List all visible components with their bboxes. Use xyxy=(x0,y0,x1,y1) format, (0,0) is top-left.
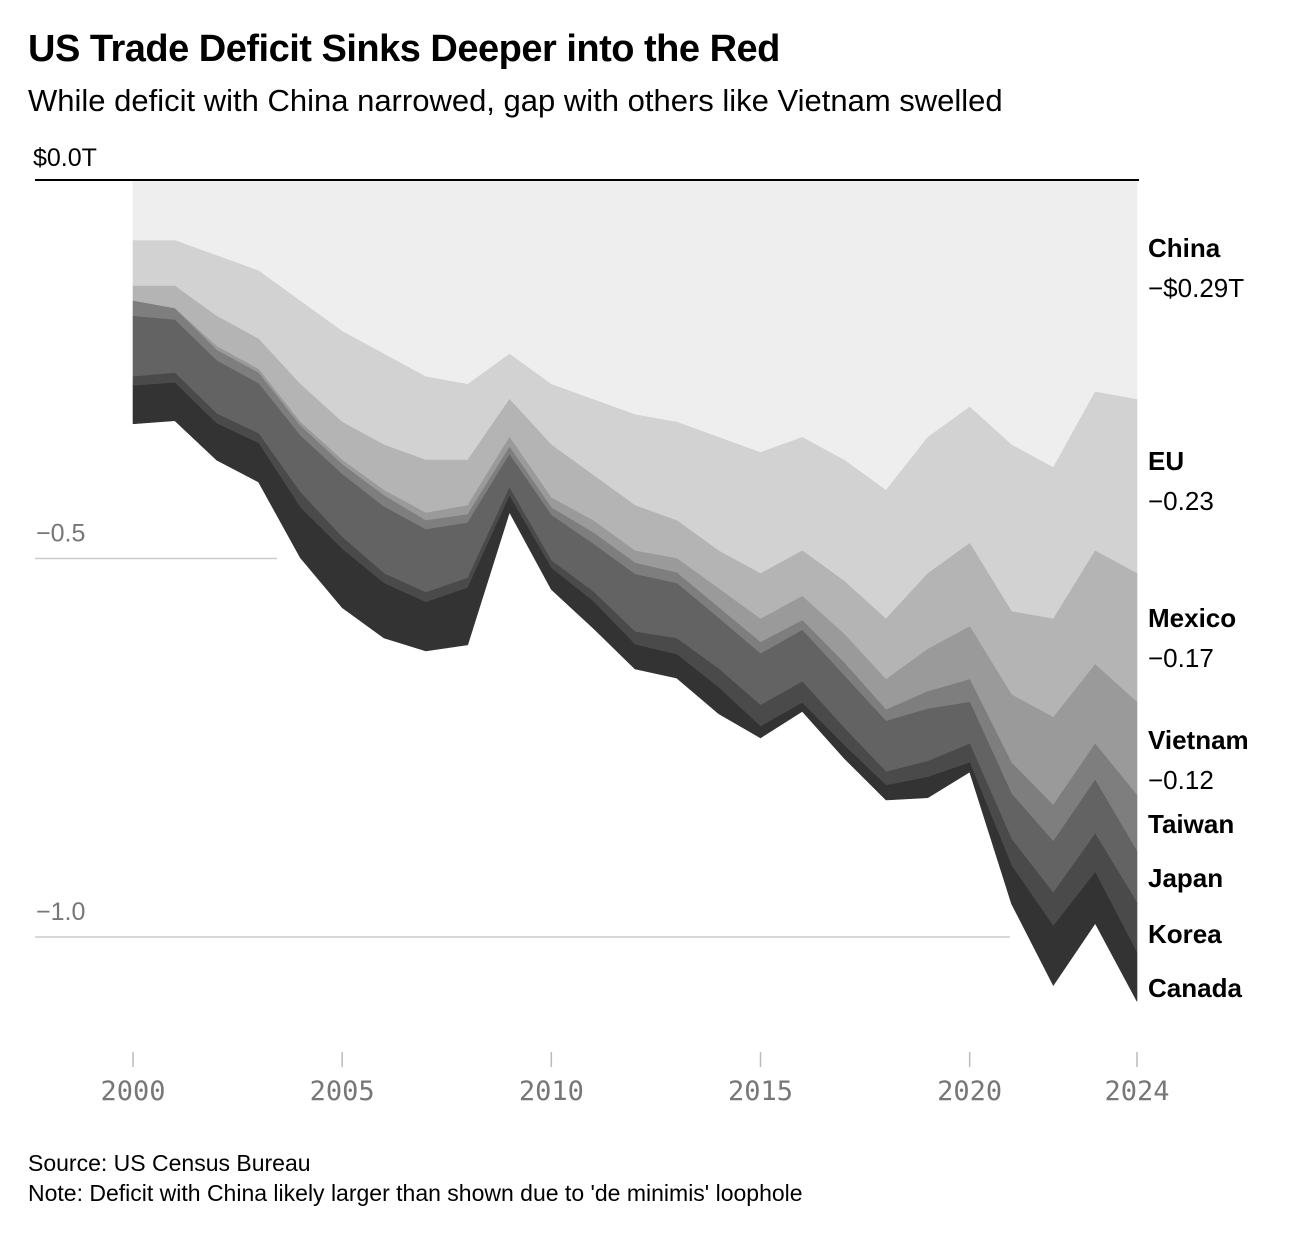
series-value-eu: −0.23 xyxy=(1148,486,1214,516)
x-tick-label: 2015 xyxy=(728,1076,793,1107)
x-tick-label: 2024 xyxy=(1104,1076,1169,1107)
series-label-korea: Korea xyxy=(1148,919,1222,949)
series-label-japan: Japan xyxy=(1148,863,1223,893)
chart-title: US Trade Deficit Sinks Deeper into the R… xyxy=(28,28,780,70)
x-tick-label: 2010 xyxy=(519,1076,584,1107)
series-value-vietnam: −0.12 xyxy=(1148,765,1214,795)
x-tick-label: 2005 xyxy=(310,1076,375,1107)
series-value-mexico: −0.17 xyxy=(1148,643,1214,673)
series-label-canada: Canada xyxy=(1148,973,1242,1003)
x-tick-label: 2020 xyxy=(937,1076,1002,1107)
series-label-mexico: Mexico xyxy=(1148,603,1236,633)
source-note: Source: US Census Bureau xyxy=(28,1150,311,1176)
series-label-china: China xyxy=(1148,233,1221,263)
series-label-taiwan: Taiwan xyxy=(1148,809,1234,839)
area-canada xyxy=(132,382,1138,1002)
y-tick-label: −1.0 xyxy=(36,898,85,926)
y-tick-label: −0.5 xyxy=(36,520,85,548)
series-value-china: −$0.29T xyxy=(1148,273,1244,303)
series-label-vietnam: Vietnam xyxy=(1148,725,1249,755)
footnote: Note: Deficit with China likely larger t… xyxy=(28,1180,803,1206)
x-tick-label: 2000 xyxy=(100,1076,165,1107)
y-tick-label: $0.0T xyxy=(33,144,97,172)
chart-subtitle: While deficit with China narrowed, gap w… xyxy=(28,83,1003,118)
chart-footnotes: Source: US Census Bureau Note: Deficit w… xyxy=(28,1148,803,1208)
series-label-eu: EU xyxy=(1148,446,1184,476)
